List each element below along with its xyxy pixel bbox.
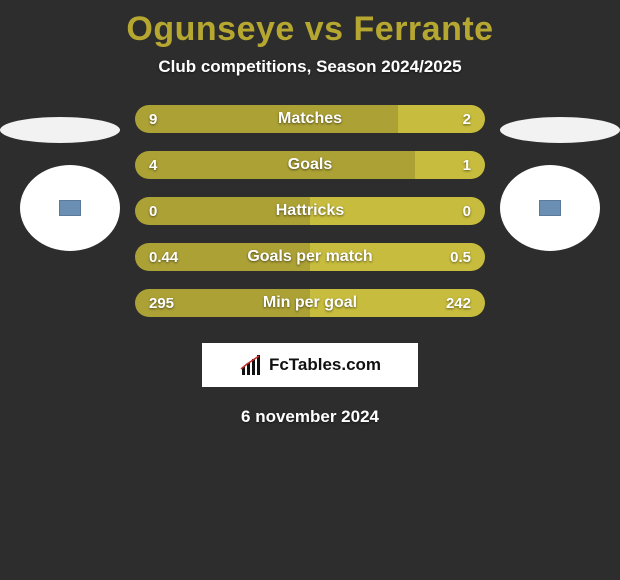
stat-bar-right: 0.5 xyxy=(310,243,485,271)
fctables-logo-icon xyxy=(239,355,263,375)
stat-value-right: 2 xyxy=(463,111,471,128)
date-line: 6 november 2024 xyxy=(0,407,620,427)
stat-bar: 00Hattricks xyxy=(135,197,485,225)
subtitle: Club competitions, Season 2024/2025 xyxy=(0,57,620,77)
stat-bar-right: 2 xyxy=(398,105,486,133)
page-title: Ogunseye vs Ferrante xyxy=(0,0,620,49)
logo-text: FcTables.com xyxy=(269,355,381,375)
player-left-ellipse xyxy=(0,117,120,143)
comparison-bars: 92Matches41Goals00Hattricks0.440.5Goals … xyxy=(135,105,485,317)
stat-bar-left: 4 xyxy=(135,151,415,179)
stat-bar-left: 0 xyxy=(135,197,310,225)
stat-bar-right: 0 xyxy=(310,197,485,225)
stat-bar: 41Goals xyxy=(135,151,485,179)
club-right-circle xyxy=(500,165,600,251)
club-left-circle xyxy=(20,165,120,251)
stat-bar-left: 9 xyxy=(135,105,398,133)
stat-bar-left: 0.44 xyxy=(135,243,310,271)
stat-value-left: 4 xyxy=(149,157,157,174)
stat-bar-left: 295 xyxy=(135,289,310,317)
player-right-ellipse xyxy=(500,117,620,143)
logo-box: FcTables.com xyxy=(202,343,418,387)
stat-value-right: 1 xyxy=(463,157,471,174)
stat-bar: 295242Min per goal xyxy=(135,289,485,317)
stat-value-right: 0.5 xyxy=(450,249,471,266)
stat-bar: 0.440.5Goals per match xyxy=(135,243,485,271)
stat-value-left: 0 xyxy=(149,203,157,220)
club-left-badge-icon xyxy=(59,200,81,216)
stat-bar-right: 242 xyxy=(310,289,485,317)
stat-value-left: 295 xyxy=(149,295,174,312)
stat-value-left: 0.44 xyxy=(149,249,178,266)
stat-value-right: 0 xyxy=(463,203,471,220)
stat-bar: 92Matches xyxy=(135,105,485,133)
comparison-card: Ogunseye vs Ferrante Club competitions, … xyxy=(0,0,620,580)
content-row: 92Matches41Goals00Hattricks0.440.5Goals … xyxy=(0,105,620,317)
stat-bar-right: 1 xyxy=(415,151,485,179)
stat-value-left: 9 xyxy=(149,111,157,128)
stat-value-right: 242 xyxy=(446,295,471,312)
club-right-badge-icon xyxy=(539,200,561,216)
